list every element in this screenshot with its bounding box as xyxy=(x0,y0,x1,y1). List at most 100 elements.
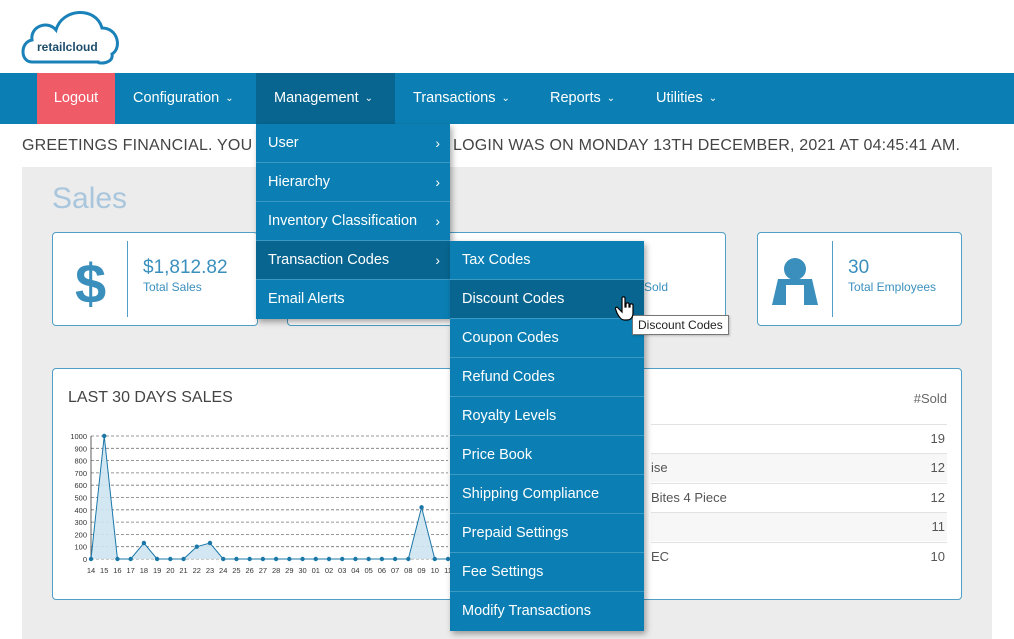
x-tick-label: 08 xyxy=(404,566,412,575)
x-tick-label: 01 xyxy=(312,566,320,575)
chevron-down-icon: ⌄ xyxy=(225,93,234,104)
item-count: 10 xyxy=(930,549,945,564)
chevron-right-icon: › xyxy=(435,135,440,151)
y-tick-label: 100 xyxy=(74,543,87,552)
chevron-down-icon: ⌄ xyxy=(501,93,510,104)
employee-icon xyxy=(772,258,818,305)
x-tick-label: 19 xyxy=(153,566,161,575)
sold-label: Sold xyxy=(644,280,669,294)
x-tick-label: 29 xyxy=(285,566,293,575)
data-point xyxy=(221,556,226,562)
nav-configuration[interactable]: Configuration ⌄ xyxy=(115,73,252,124)
data-point xyxy=(194,544,199,549)
data-point xyxy=(207,540,213,546)
retailcloud-logo[interactable]: retailcloud xyxy=(18,2,122,66)
y-tick-label: 900 xyxy=(74,444,87,453)
menu-label: Transaction Codes xyxy=(268,252,390,268)
y-tick-label: 800 xyxy=(74,457,87,466)
submenu-item-shipping-compliance[interactable]: Shipping Compliance xyxy=(450,475,644,514)
data-point xyxy=(141,540,147,546)
menu-item-inventory-classification[interactable]: Inventory Classification › xyxy=(256,202,450,241)
item-name: ise xyxy=(651,460,668,475)
data-point xyxy=(115,556,120,562)
x-tick-label: 16 xyxy=(113,566,121,575)
top-item-row: ise 12 xyxy=(651,453,947,482)
item-count: 12 xyxy=(930,460,945,475)
data-point xyxy=(313,556,318,562)
x-tick-label: 09 xyxy=(417,566,425,575)
submenu-item-fee-settings[interactable]: Fee Settings xyxy=(450,553,644,592)
data-point xyxy=(102,433,107,439)
submenu-item-coupon-codes[interactable]: Coupon Codes xyxy=(450,319,644,358)
x-tick-label: 10 xyxy=(431,566,439,575)
x-tick-label: 30 xyxy=(298,566,306,575)
nav-label: Utilities xyxy=(656,90,703,106)
menu-item-user[interactable]: User › xyxy=(256,124,450,163)
data-point xyxy=(260,556,266,562)
y-tick-label: 1000 xyxy=(70,432,87,441)
data-point xyxy=(128,556,133,562)
nav-reports[interactable]: Reports ⌄ xyxy=(532,73,633,124)
logo-text: retailcloud xyxy=(37,40,98,54)
x-tick-label: 21 xyxy=(179,566,187,575)
data-point xyxy=(300,556,305,562)
chevron-down-icon: ⌄ xyxy=(364,93,374,104)
total-sales-value: $1,812.82 xyxy=(143,257,228,278)
transaction-codes-submenu: Tax Codes Discount Codes Coupon Codes Re… xyxy=(450,241,644,631)
submenu-item-discount-codes[interactable]: Discount Codes xyxy=(450,280,644,319)
data-point xyxy=(88,556,94,562)
item-name: EC xyxy=(651,549,670,564)
data-point xyxy=(181,556,186,562)
submenu-item-modify-transactions[interactable]: Modify Transactions xyxy=(462,603,591,619)
menu-label: Inventory Classification xyxy=(268,213,418,229)
x-tick-label: 20 xyxy=(166,566,174,575)
sold-column-header: #Sold xyxy=(913,391,947,406)
nav-management[interactable]: Management ⌄ xyxy=(256,73,395,124)
total-employees-label: Total Employees xyxy=(848,280,937,294)
top-item-row: EC 10 xyxy=(651,542,947,571)
x-tick-label: 02 xyxy=(325,566,333,575)
submenu-item-prepaid-settings[interactable]: Prepaid Settings xyxy=(450,514,644,553)
menu-item-transaction-codes[interactable]: Transaction Codes › xyxy=(256,241,450,280)
x-tick-label: 27 xyxy=(259,566,267,575)
sales-line xyxy=(90,435,448,560)
main-navbar: Logout Configuration ⌄ Management ⌄ Transa… xyxy=(0,73,1014,124)
y-tick-label: 400 xyxy=(74,506,87,515)
chevron-right-icon: › xyxy=(435,174,440,190)
menu-item-email-alerts[interactable]: Email Alerts xyxy=(256,280,450,319)
top-item-row: 11 xyxy=(651,512,947,541)
x-tick-label: 18 xyxy=(140,566,148,575)
hand-cursor-icon xyxy=(615,296,634,321)
submenu-item-price-book[interactable]: Price Book xyxy=(450,436,644,475)
total-employees-value: 30 xyxy=(848,257,870,278)
y-tick-label: 200 xyxy=(74,530,87,539)
submenu-item-refund-codes[interactable]: Refund Codes xyxy=(450,358,644,397)
data-point xyxy=(353,556,358,562)
nav-transactions[interactable]: Transactions ⌄ xyxy=(395,73,528,124)
logout-button[interactable]: Logout xyxy=(37,73,115,124)
x-tick-label: 22 xyxy=(193,566,201,575)
x-tick-label: 14 xyxy=(87,566,95,575)
data-point xyxy=(168,556,173,562)
nav-label: Management xyxy=(274,90,359,106)
x-tick-label: 15 xyxy=(100,566,108,575)
nav-utilities[interactable]: Utilities ⌄ xyxy=(638,73,735,124)
data-point xyxy=(406,556,411,562)
card-divider xyxy=(832,241,833,317)
data-point xyxy=(326,556,332,562)
total-employees-card: 30 Total Employees xyxy=(757,232,962,326)
x-tick-label: 06 xyxy=(378,566,386,575)
nav-label: Configuration xyxy=(133,90,220,106)
data-point xyxy=(432,556,437,562)
submenu-item-royalty-levels[interactable]: Royalty Levels xyxy=(450,397,644,436)
y-tick-label: 0 xyxy=(83,555,87,564)
management-dropdown: User › Hierarchy › Inventory Classificatio… xyxy=(256,124,450,319)
top-item-row: Bites 4 Piece 12 xyxy=(651,483,947,512)
svg-text:$: $ xyxy=(75,253,106,313)
data-point xyxy=(340,556,345,562)
menu-item-hierarchy[interactable]: Hierarchy › xyxy=(256,163,450,202)
x-tick-label: 07 xyxy=(391,566,399,575)
x-tick-label: 25 xyxy=(232,566,240,575)
x-tick-label: 05 xyxy=(364,566,372,575)
submenu-item-tax-codes[interactable]: Tax Codes xyxy=(450,241,644,280)
